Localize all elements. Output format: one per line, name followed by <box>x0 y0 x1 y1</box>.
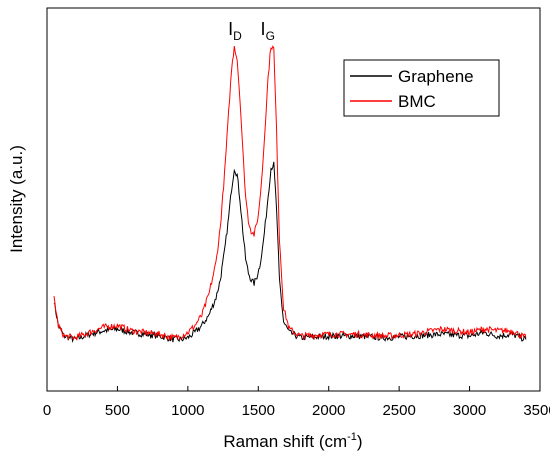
x-tick-label: 1500 <box>242 402 275 419</box>
series-line-bmc <box>53 45 527 341</box>
legend: Graphene BMC <box>343 59 500 117</box>
x-tick-label: 2000 <box>312 402 345 419</box>
peak-label-g: IG <box>261 19 275 43</box>
x-axis-title-end: ) <box>357 432 363 451</box>
x-axis-title-main: Raman shift (cm <box>223 432 347 451</box>
legend-label-bmc: BMC <box>398 92 436 111</box>
x-tick-label: 0 <box>43 402 51 419</box>
x-axis-ticks: 0 500 1000 1500 2000 2500 3000 3500 <box>43 386 550 419</box>
x-tick-label: 3000 <box>453 402 486 419</box>
plot-area-frame <box>46 7 541 392</box>
series-layer <box>53 45 527 343</box>
series-line-graphene <box>53 161 527 343</box>
x-tick-label: 3500 <box>523 402 550 419</box>
peak-annotations: ID IG <box>228 19 275 43</box>
legend-box <box>343 59 500 117</box>
x-axis-title-sup: -1 <box>347 431 357 443</box>
x-axis-title: Raman shift (cm-1) <box>223 431 362 451</box>
x-tick-label: 1000 <box>171 402 204 419</box>
peak-label-d: ID <box>228 19 242 43</box>
y-axis-title: Intensity (a.u.) <box>7 145 26 253</box>
legend-label-graphene: Graphene <box>398 67 474 86</box>
x-tick-label: 500 <box>105 402 130 419</box>
x-tick-label: 2500 <box>382 402 415 419</box>
